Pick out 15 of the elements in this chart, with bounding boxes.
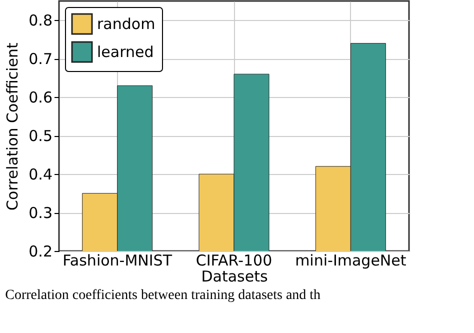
y-tick-label: 0.3 [28, 204, 52, 222]
y-tick-label: 0.2 [28, 242, 52, 260]
x-tick-label: CIFAR-100 [196, 252, 272, 270]
legend-label: learned [97, 43, 154, 61]
legend-label: random [97, 15, 156, 33]
x-tick-label: mini-ImageNet [295, 252, 406, 270]
y-tick-label: 0.8 [28, 12, 52, 30]
y-tick-label: 0.4 [28, 166, 52, 184]
y-tick-label: 0.7 [28, 50, 52, 68]
y-axis-title: Correlation Coefficient [4, 42, 22, 210]
y-tick-label: 0.6 [28, 88, 52, 107]
text: Correlation coefficients between training datasets and th [5, 288, 321, 303]
y-tick-label: 0.5 [28, 127, 52, 146]
x-tick-label: Fashion-MNIST [62, 252, 173, 270]
x-axis-title: Datasets [201, 268, 268, 286]
